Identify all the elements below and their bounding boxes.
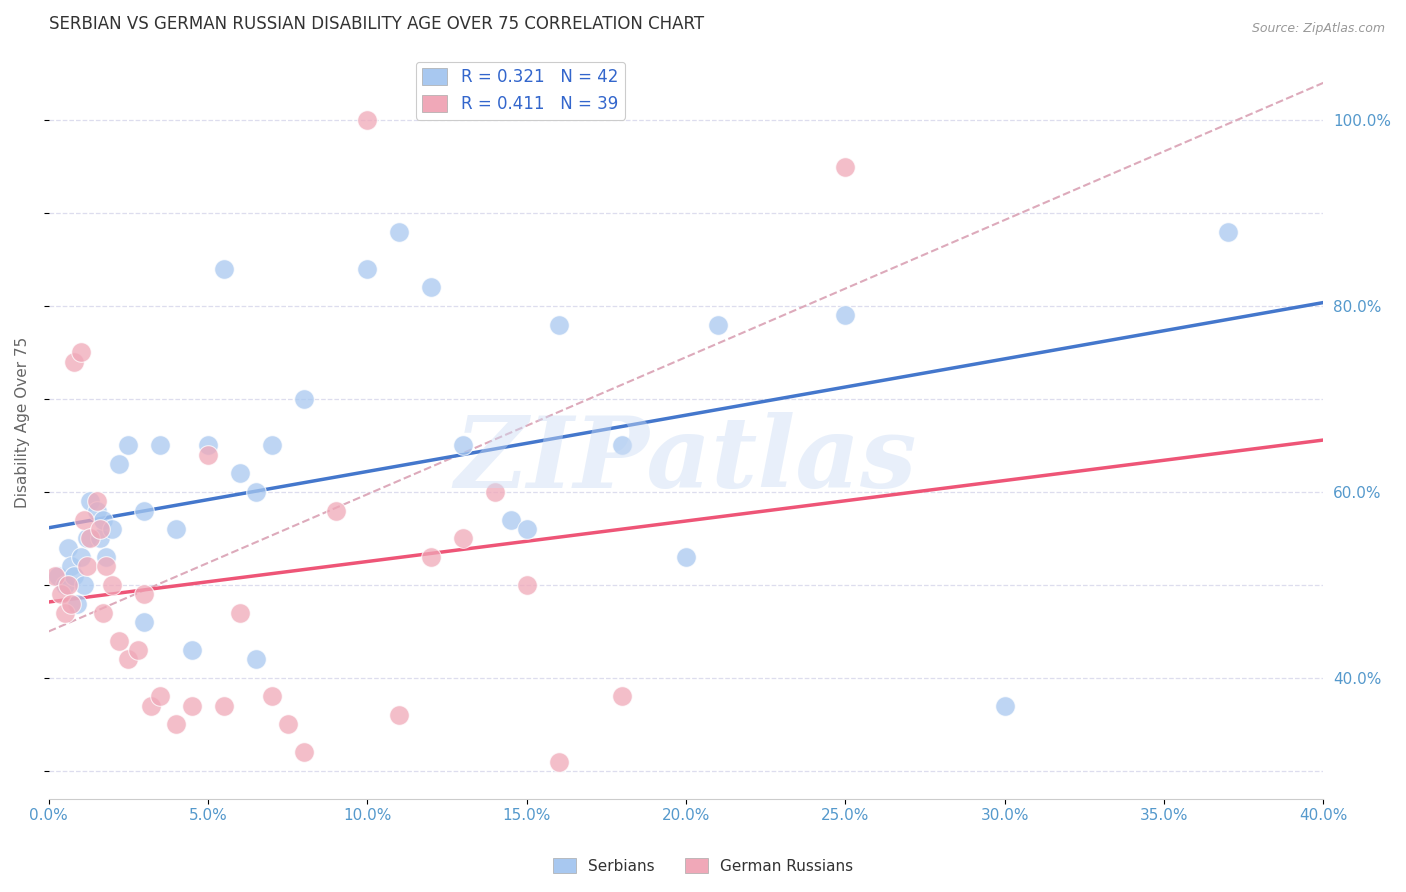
Point xyxy=(101,522,124,536)
Point xyxy=(229,467,252,481)
Legend: R = 0.321   N = 42, R = 0.411   N = 39: R = 0.321 N = 42, R = 0.411 N = 39 xyxy=(416,62,624,120)
Point xyxy=(73,578,96,592)
Point xyxy=(707,318,730,332)
Point xyxy=(675,549,697,564)
Y-axis label: Disability Age Over 75: Disability Age Over 75 xyxy=(15,336,30,508)
Point xyxy=(516,522,538,536)
Point xyxy=(56,578,79,592)
Point xyxy=(89,532,111,546)
Point xyxy=(388,225,411,239)
Point xyxy=(149,690,172,704)
Point xyxy=(44,568,66,582)
Point xyxy=(53,578,76,592)
Point xyxy=(127,643,149,657)
Point xyxy=(325,503,347,517)
Point xyxy=(56,541,79,555)
Point xyxy=(834,160,856,174)
Point xyxy=(134,503,156,517)
Point xyxy=(212,261,235,276)
Point xyxy=(834,308,856,322)
Point xyxy=(994,698,1017,713)
Point xyxy=(245,652,267,666)
Point xyxy=(292,392,315,406)
Point xyxy=(108,633,131,648)
Point xyxy=(451,438,474,452)
Point xyxy=(86,494,108,508)
Point xyxy=(547,318,569,332)
Point xyxy=(260,438,283,452)
Text: ZIPatlas: ZIPatlas xyxy=(454,411,917,508)
Point xyxy=(79,494,101,508)
Point xyxy=(60,597,83,611)
Point xyxy=(117,438,139,452)
Point xyxy=(260,690,283,704)
Point xyxy=(53,606,76,620)
Point xyxy=(63,568,86,582)
Point xyxy=(86,503,108,517)
Point xyxy=(197,448,219,462)
Point xyxy=(101,578,124,592)
Point xyxy=(108,457,131,471)
Point xyxy=(60,559,83,574)
Legend: Serbians, German Russians: Serbians, German Russians xyxy=(547,852,859,880)
Point xyxy=(165,717,187,731)
Point xyxy=(139,698,162,713)
Point xyxy=(117,652,139,666)
Point xyxy=(66,597,89,611)
Point xyxy=(79,532,101,546)
Text: SERBIAN VS GERMAN RUSSIAN DISABILITY AGE OVER 75 CORRELATION CHART: SERBIAN VS GERMAN RUSSIAN DISABILITY AGE… xyxy=(49,15,704,33)
Point xyxy=(134,587,156,601)
Point xyxy=(51,587,73,601)
Point xyxy=(388,708,411,723)
Point xyxy=(181,643,204,657)
Point xyxy=(1216,225,1239,239)
Point xyxy=(69,345,91,359)
Point xyxy=(484,485,506,500)
Point xyxy=(516,578,538,592)
Point xyxy=(69,549,91,564)
Point xyxy=(76,559,98,574)
Point xyxy=(165,522,187,536)
Point xyxy=(89,522,111,536)
Point xyxy=(356,113,378,128)
Point xyxy=(63,355,86,369)
Point xyxy=(94,559,117,574)
Point xyxy=(420,549,443,564)
Point xyxy=(451,532,474,546)
Point xyxy=(181,698,204,713)
Point xyxy=(277,717,299,731)
Point xyxy=(149,438,172,452)
Point xyxy=(292,745,315,759)
Point xyxy=(612,690,634,704)
Point xyxy=(73,513,96,527)
Point xyxy=(547,755,569,769)
Point xyxy=(46,568,69,582)
Point xyxy=(197,438,219,452)
Point xyxy=(245,485,267,500)
Point xyxy=(356,261,378,276)
Point xyxy=(612,438,634,452)
Point xyxy=(420,280,443,294)
Point xyxy=(134,615,156,629)
Point xyxy=(229,606,252,620)
Text: Source: ZipAtlas.com: Source: ZipAtlas.com xyxy=(1251,22,1385,36)
Point xyxy=(499,513,522,527)
Point xyxy=(94,549,117,564)
Point xyxy=(91,513,114,527)
Point xyxy=(91,606,114,620)
Point xyxy=(76,532,98,546)
Point xyxy=(212,698,235,713)
